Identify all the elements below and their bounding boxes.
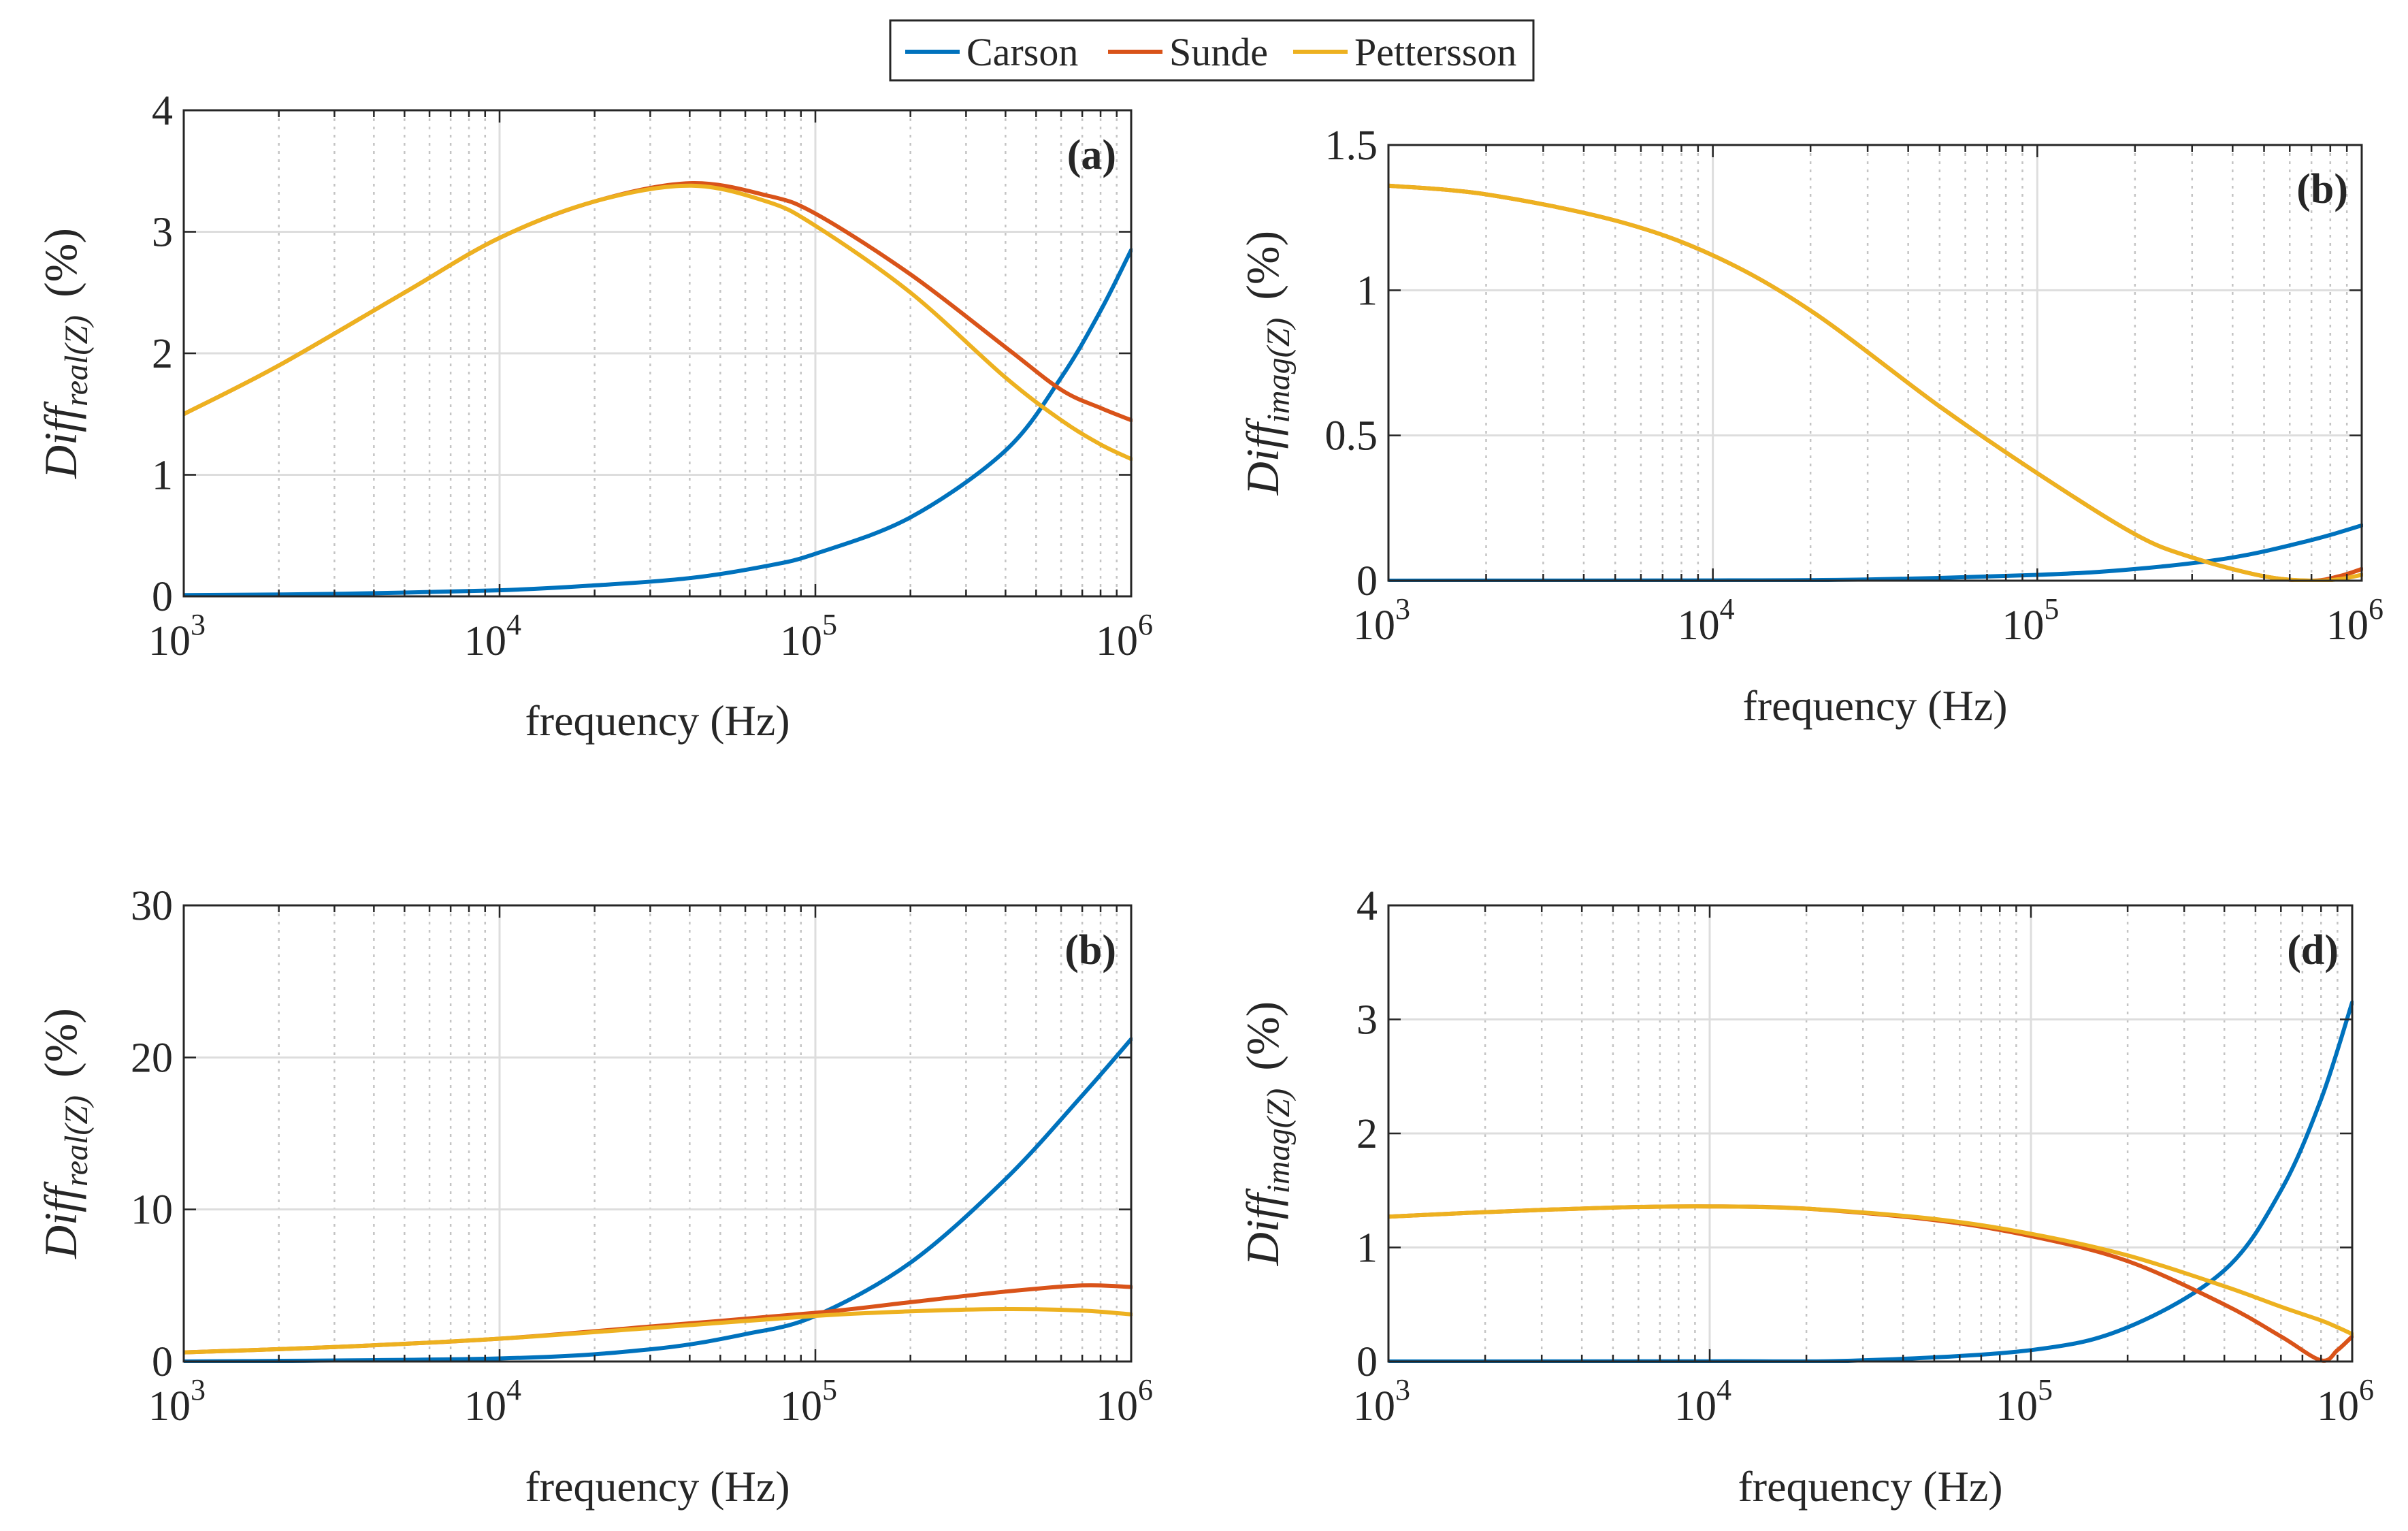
d-series-carson — [1388, 1000, 2354, 1363]
b-bottom-xtick-label-1: 104 — [464, 1373, 521, 1430]
panel-a-ylabel-sub: real(Z) — [59, 315, 95, 406]
b-bottom-series-carson — [184, 1037, 1133, 1363]
b-top-xtick-label-1: 104 — [1678, 592, 1735, 649]
b-bottom-xtick-label-3: 106 — [1096, 1373, 1153, 1430]
a-xtick-label-1: 104 — [464, 608, 521, 664]
b-bottom-series-sunde — [184, 1283, 1133, 1355]
b-top-ytick-label-3: 1.5 — [1325, 123, 1378, 169]
panel-b-bottom-ylabel-unit: (%) — [35, 1008, 86, 1078]
b-top-series-sunde — [1388, 183, 2363, 582]
d-xtick-label-3: 106 — [2317, 1373, 2374, 1430]
panel-b-top-series — [1388, 183, 2363, 582]
b-top-ytick-label-2: 1 — [1356, 268, 1378, 314]
panel-b-top-ylabel-sub: imag(Z) — [1260, 318, 1297, 423]
panel-b-bottom-ylabel-main: Diff — [35, 1181, 86, 1259]
d-xtick-label-0: 103 — [1353, 1373, 1410, 1430]
b-top-ytick-label-1: 0.5 — [1325, 413, 1378, 460]
panel-d: 0 1 2 3 4 103 104 105 106 (d) frequency (Hz) Dif… — [1237, 883, 2374, 1511]
panel-b-bottom-label: (b) — [1064, 927, 1116, 973]
legend-label-carson: Carson — [966, 30, 1078, 74]
b-bottom-ytick-label-1: 10 — [131, 1187, 173, 1234]
b-bottom-xtick-label-2: 105 — [780, 1373, 837, 1430]
a-ytick-label-3: 3 — [152, 210, 173, 256]
panel-a-xlabel: frequency (Hz) — [525, 696, 790, 745]
panel-d-label: (d) — [2287, 927, 2339, 973]
b-top-ytick-label-0: 0 — [1356, 558, 1378, 605]
d-ytick-label-4: 4 — [1356, 883, 1378, 929]
panel-d-ylabel-main: Diff — [1237, 1188, 1288, 1266]
b-top-series-pettersson — [1388, 183, 2363, 582]
panel-b-top-grid — [1387, 144, 2363, 582]
b-bottom-ytick-label-3: 30 — [131, 883, 173, 929]
panel-d-ylabel-sub: imag(Z) — [1260, 1089, 1297, 1194]
panel-b-top-label: (b) — [2296, 166, 2348, 212]
a-ytick-label-2: 2 — [152, 331, 173, 377]
d-ytick-label-0: 0 — [1356, 1339, 1378, 1385]
a-ytick-label-0: 0 — [152, 574, 173, 620]
panel-b-top-ticks: 0 0.5 1 1.5 103 104 105 106 — [1325, 123, 2384, 649]
d-xtick-label-1: 104 — [1674, 1373, 1731, 1430]
panel-b-bottom-xlabel: frequency (Hz) — [525, 1462, 790, 1511]
panel-d-series — [1388, 1000, 2354, 1363]
panel-b-bottom-ylabel: Diffreal(Z) (%) — [35, 1008, 95, 1259]
b-top-series-carson — [1388, 523, 2363, 582]
a-series-sunde — [184, 181, 1133, 423]
panel-b-bottom-ylabel-sub: real(Z) — [59, 1095, 95, 1187]
b-top-xtick-label-0: 103 — [1353, 592, 1410, 649]
b-bottom-xtick-label-0: 103 — [148, 1373, 206, 1430]
d-xtick-label-2: 105 — [1996, 1373, 2053, 1430]
panel-d-ylabel: Diffimag(Z) (%) — [1237, 1001, 1297, 1266]
a-xtick-label-0: 103 — [148, 608, 206, 664]
a-ytick-label-4: 4 — [152, 88, 173, 134]
d-series-pettersson — [1388, 1204, 2354, 1336]
panel-b-top-frame — [1387, 144, 2363, 582]
panel-a: 0 1 2 3 4 103 104 105 106 (a) frequency (Hz) Dif… — [35, 88, 1153, 745]
panel-b-top-xlabel: frequency (Hz) — [1742, 681, 2007, 730]
b-top-xtick-label-3: 106 — [2326, 592, 2383, 649]
panel-a-series — [184, 181, 1133, 598]
a-series-carson — [184, 248, 1133, 598]
a-ytick-label-1: 1 — [152, 453, 173, 499]
d-ytick-label-3: 3 — [1356, 997, 1378, 1044]
a-xtick-label-3: 106 — [1096, 608, 1153, 664]
panel-d-grid — [1387, 904, 2354, 1363]
d-ytick-label-2: 2 — [1356, 1111, 1378, 1157]
panel-a-ylabel: Diffreal(Z) (%) — [35, 228, 95, 479]
legend: Carson Sunde Pettersson — [889, 19, 1535, 82]
panel-a-ylabel-main: Diff — [35, 401, 86, 479]
panel-b-bottom-frame — [182, 904, 1133, 1363]
b-bottom-series-pettersson — [184, 1306, 1133, 1355]
b-bottom-ytick-label-0: 0 — [152, 1339, 173, 1385]
a-series-pettersson — [184, 183, 1133, 462]
legend-box — [889, 19, 1535, 82]
panel-d-xlabel: frequency (Hz) — [1738, 1462, 2002, 1511]
panel-b-bottom: 0 10 20 30 103 104 105 106 (b) frequency (Hz) D… — [35, 883, 1153, 1511]
panel-d-ylabel-unit: (%) — [1237, 1001, 1288, 1071]
panel-d-ticks: 0 1 2 3 4 103 104 105 106 — [1353, 883, 2374, 1430]
panel-b-top-ylabel-unit: (%) — [1237, 231, 1288, 300]
b-bottom-ytick-label-2: 20 — [131, 1035, 173, 1081]
panel-a-grid — [182, 109, 1133, 598]
d-ytick-label-1: 1 — [1356, 1225, 1378, 1272]
panel-a-ticks: 0 1 2 3 4 103 104 105 106 — [148, 88, 1153, 664]
a-xtick-label-2: 105 — [780, 608, 837, 664]
legend-label-pettersson: Pettersson — [1354, 30, 1516, 74]
panel-b-bottom-series — [184, 1037, 1133, 1363]
panel-a-label: (a) — [1067, 132, 1116, 178]
b-top-xtick-label-2: 105 — [2002, 592, 2059, 649]
panel-b-top-ylabel-main: Diff — [1237, 417, 1288, 496]
panel-b-top-ylabel: Diffimag(Z) (%) — [1237, 231, 1297, 496]
panel-b-bottom-ticks: 0 10 20 30 103 104 105 106 — [131, 883, 1153, 1430]
panel-a-ylabel-unit: (%) — [35, 228, 86, 297]
legend-label-sunde: Sunde — [1169, 30, 1268, 74]
